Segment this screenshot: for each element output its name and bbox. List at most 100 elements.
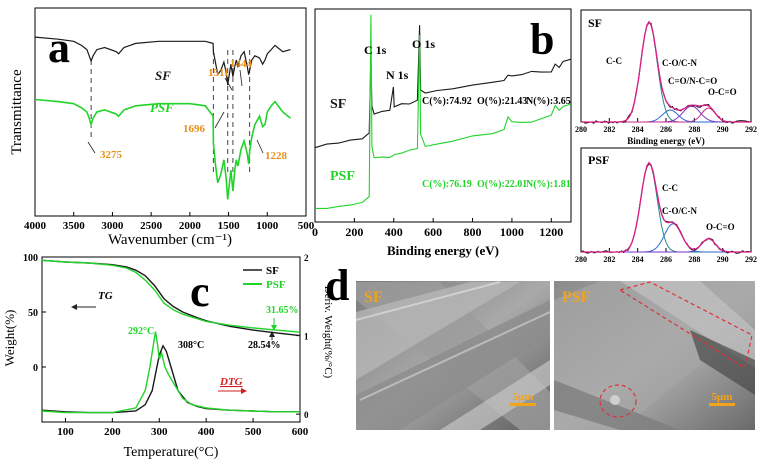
panel-c-y-tick-label: 0 [33,363,38,374]
sem-psf-scale-bar [709,403,735,406]
panel-a-x-tick-label: 3500 [63,220,86,232]
panel-b-peak-o1s: O 1s [412,37,435,51]
inset-sf-lbl-cn: C=O/N-C=O [668,76,717,86]
panel-b-letter: b [530,15,554,64]
panel-b-sf-o: O(%):21.43 [477,96,527,107]
panel-b-sf-c: C(%):74.92 [422,96,472,107]
panel-c-letter: c [190,267,210,316]
panel-c-x-tick-label: 400 [198,426,215,438]
annot-peak-psf: 292°C [128,326,154,337]
panel-b-peak-c1s: C 1s [364,43,387,57]
inset-sf-lbl-oco: O-C=O [708,87,737,97]
inset-sf-raw [580,22,752,124]
sem-sf-fiber-4 [440,360,550,430]
panel-b-xlabel: Binding energy (eV) [387,243,499,258]
panel-a-psf-label: PSF [150,100,174,115]
sem-sf-fiber-2 [356,282,520,380]
inset-sf-lbl-cc: C-C [606,56,622,66]
panel-b-x-tick-label: 0 [312,225,318,239]
panel-a-leader-1696 [214,111,225,129]
inset-sf-x-tick-label: 280 [575,125,587,134]
inset-psf-x-tick-label: 288 [688,255,700,264]
panel-b-x-tick-label: 600 [424,225,442,239]
panel-a-annot-3275: 3275 [100,149,123,161]
panel-b-peak-n1s: N 1s [386,68,409,82]
inset-sf-title: SF [588,16,602,30]
annot-dtg: DTG [219,376,243,388]
panel-a-annot-1444: 1444 [230,58,253,70]
panel-b-psf-c: C(%):76.19 [422,179,472,190]
inset-psf-lbl-oco: O-C=O [706,222,735,232]
sem-psf-scale-label: 5μm [712,391,733,403]
panel-a-annot-1696: 1696 [183,123,206,135]
panel-a-x-tick-label: 500 [298,220,315,232]
panel-a-letter: a [48,23,70,72]
panel-b-frame [314,8,572,223]
annot-res-psf: 31.65% [266,305,299,316]
panel-a-xlabel: Wavenumber (cm⁻¹) [108,232,232,248]
panel-a-series-psf [34,98,292,200]
inset-psf-x-tick-label: 292 [745,255,757,264]
panel-c-y-tick-label: 100 [23,253,38,264]
panel-b-x-tick-label: 400 [385,225,403,239]
inset-psf-plot [580,161,752,254]
panel-a-plot [34,36,292,200]
panel-c-dtg-psf [41,331,300,414]
panel-b-psf-o: O(%):22.01 [477,179,527,190]
panel-b-psf-label: PSF [330,169,355,184]
panel-a-leader-1444 [239,69,243,87]
panel-c-ylabel: Weight(%) [2,310,17,367]
inset-psf-lbl-cc: C-C [662,183,678,193]
annot-tg: TG [98,290,113,302]
sem-sf-edge-2 [359,311,551,401]
inset-sf-component-0 [581,21,751,123]
inset-psf-x-tick-label: 282 [603,255,615,264]
panel-b-x-tick-label: 200 [345,225,363,239]
sem-psf-particle [610,395,620,405]
inset-sf-x-tick-label: 282 [603,125,615,134]
sem-sf-scale-label: 5μm [513,391,534,403]
panel-b-sf-n: N(%):3.65 [526,96,571,107]
inset-psf-x-tick-label: 284 [632,255,644,264]
panel-a-leader-3275 [87,141,96,154]
panel-c-x-tick-label: 500 [245,426,262,438]
sem-sf-label: SF [364,289,383,306]
inset-sf-x-tick-label: 290 [717,125,729,134]
panel-c-plot [41,259,301,414]
panel-b-psf-n: N(%):1.81 [526,179,571,190]
panel-c-y2-tick-label: 1 [304,332,309,342]
panel-a-leader-1228 [256,139,264,154]
sem-sf-fiber-3 [356,300,550,430]
panel-c-tg-psf [41,259,301,333]
inset-sf-plot [580,20,752,124]
panel-c-y2label: Deriv. Weight(%/°C) [322,286,334,379]
inset-psf-lbl-co: C-O/C-N [662,206,697,216]
panel-b: 0 200 400 600 800 1000 1200 b Binding energy (… [312,8,572,258]
panel-c-y-tick-label: 50 [28,308,38,319]
annot-res-sf: 28.54% [248,340,281,351]
panel-c-tg-sf [41,259,301,337]
inset-sf-x-tick-label: 292 [745,125,757,134]
legend-psf-label: PSF [266,279,286,291]
panel-a-x-tick-label: 2500 [140,220,163,232]
sem-image-psf: PSF 5μm [554,281,755,430]
panel-a-x-tick-label: 3000 [101,220,124,232]
inset-psf-title: PSF [588,153,609,167]
inset-sf-x-ticks: 280 282 284 286 288 290 292 [575,118,757,134]
panel-b-plot [314,14,572,209]
panel-a-leader-1511 [224,77,233,91]
panel-a-ylabel: Transmittance [9,69,25,155]
panel-a-series-sf [34,36,291,86]
inset-sf-envelope [581,20,751,123]
annot-peak-sf: 308°C [178,340,204,351]
inset-sf-xlabel: Binding energy (eV) [627,136,705,146]
inset-sf-x-tick-label: 286 [660,125,672,134]
inset-sf-lbl-co: C-O/C-N [662,58,697,68]
inset-psf-x-tick-label: 286 [660,255,672,264]
panel-d: SF 5μm PSF 5μm d [325,261,755,430]
panel-a-x-ticks: 4000 3500 3000 2500 2000 1500 1000 500 [24,212,315,232]
inset-psf-x-ticks: 280 282 284 286 288 290 292 [575,248,757,264]
sem-psf-label: PSF [562,289,591,306]
